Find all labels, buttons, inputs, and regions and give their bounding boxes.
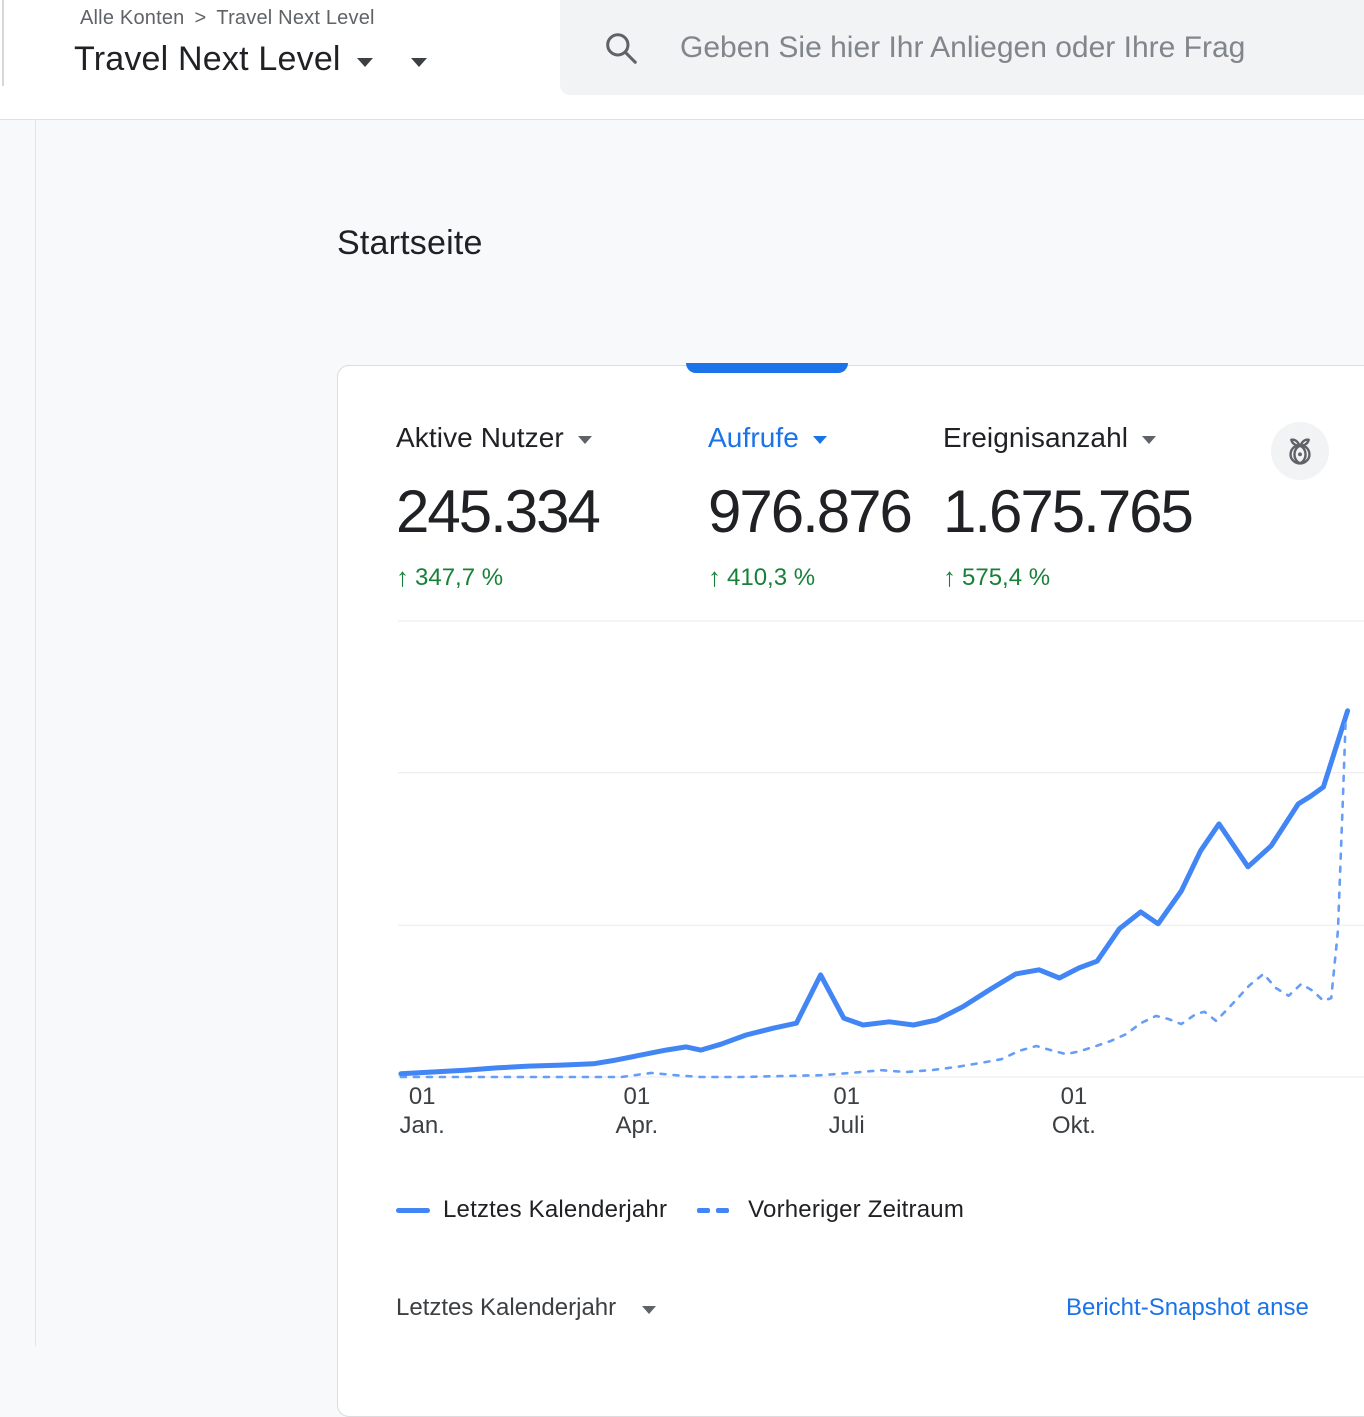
legend-label-previous-period: Vorheriger Zeitraum <box>748 1196 965 1223</box>
series-previous-period <box>399 717 1348 1079</box>
metric-views: Aufrufe 976.876 ↑ 410,3 % <box>708 421 913 593</box>
selected-metric-indicator <box>686 363 848 373</box>
overview-metrics-card: Aktive Nutzer 245.334 ↑ 347,7 % Aufrufe … <box>337 363 1364 1417</box>
metric-value: 245.334 <box>396 478 601 545</box>
series-last-calendar-year <box>398 708 1351 1077</box>
metric-delta-value: 575,4 % <box>962 563 1051 591</box>
account-chevron-down-icon[interactable] <box>356 58 373 67</box>
secondary-chevron-down-icon[interactable] <box>410 58 427 67</box>
time-range-selector[interactable]: Letztes Kalenderjahr <box>396 1294 657 1322</box>
metric-delta: ↑ 410,3 % <box>708 562 911 593</box>
x-tick: 01 Juli <box>828 1083 865 1139</box>
breadcrumb-all-accounts[interactable]: Alle Konten <box>80 7 185 29</box>
breadcrumb: Alle Konten > Travel Next Level <box>80 7 375 30</box>
metric-delta: ↑ 347,7 % <box>396 562 599 593</box>
trend-chart-area <box>398 620 1364 1079</box>
metric-delta: ↑ 575,4 % <box>943 562 1192 593</box>
report-snapshot-link[interactable]: Bericht-Snapshot anse <box>1066 1294 1309 1321</box>
account-switcher[interactable]: Travel Next Level <box>74 40 427 79</box>
metric-event-count: Ereignisanzahl 1.675.765 ↑ 575,4 % <box>943 421 1194 593</box>
drawer-edge-divider <box>2 0 4 86</box>
page-title: Startseite <box>337 224 483 262</box>
breadcrumb-property[interactable]: Travel Next Level <box>216 7 375 29</box>
metric-active-users: Aktive Nutzer 245.334 ↑ 347,7 % <box>396 421 601 593</box>
metric-selector-views[interactable]: Aufrufe <box>708 421 911 455</box>
metric-delta-value: 347,7 % <box>415 563 504 591</box>
legend-label-last-calendar-year: Letztes Kalenderjahr <box>443 1196 668 1223</box>
metric-selector-active-users[interactable]: Aktive Nutzer <box>396 421 599 455</box>
metric-delta-value: 410,3 % <box>727 563 816 591</box>
x-axis-ticks: 01 Jan. 01 Apr. 01 Juli 01 Okt. <box>398 1082 1364 1140</box>
legend-dashed-line-swatch <box>697 1207 735 1213</box>
legend-solid-line-swatch <box>396 1207 430 1213</box>
time-range-label: Letztes Kalenderjahr <box>396 1294 617 1321</box>
up-arrow-icon: ↑ <box>943 562 956 592</box>
metric-value: 976.876 <box>708 478 913 545</box>
metric-label: Ereignisanzahl <box>943 422 1129 453</box>
chart-legend: Letztes Kalenderjahr Vorheriger Zeitraum <box>396 1196 964 1224</box>
up-arrow-icon: ↑ <box>708 562 721 592</box>
search-icon <box>606 32 637 64</box>
nav-rail-divider <box>35 119 36 1346</box>
metric-selector-event-count[interactable]: Ereignisanzahl <box>943 421 1192 455</box>
top-header: Alle Konten > Travel Next Level Travel Nex… <box>0 0 1364 120</box>
search-input[interactable] <box>680 30 1364 65</box>
metric-label: Aktive Nutzer <box>396 422 564 453</box>
chevron-down-icon[interactable] <box>642 1306 657 1314</box>
trend-chart <box>398 620 1364 1079</box>
chevron-down-icon[interactable] <box>577 436 592 444</box>
metric-value: 1.675.765 <box>943 478 1194 545</box>
insights-badge-icon <box>1289 438 1311 465</box>
x-tick: 01 Apr. <box>615 1083 659 1139</box>
breadcrumb-separator: > <box>194 7 207 29</box>
account-title: Travel Next Level <box>74 40 341 78</box>
chevron-down-icon[interactable] <box>812 436 827 444</box>
up-arrow-icon: ↑ <box>396 562 409 592</box>
search-bar[interactable] <box>560 0 1364 95</box>
metric-label: Aufrufe <box>708 422 799 453</box>
insights-button[interactable] <box>1271 422 1329 480</box>
chevron-down-icon[interactable] <box>1142 436 1157 444</box>
x-tick: 01 Jan. <box>399 1083 445 1139</box>
x-tick: 01 Okt. <box>1051 1083 1096 1139</box>
